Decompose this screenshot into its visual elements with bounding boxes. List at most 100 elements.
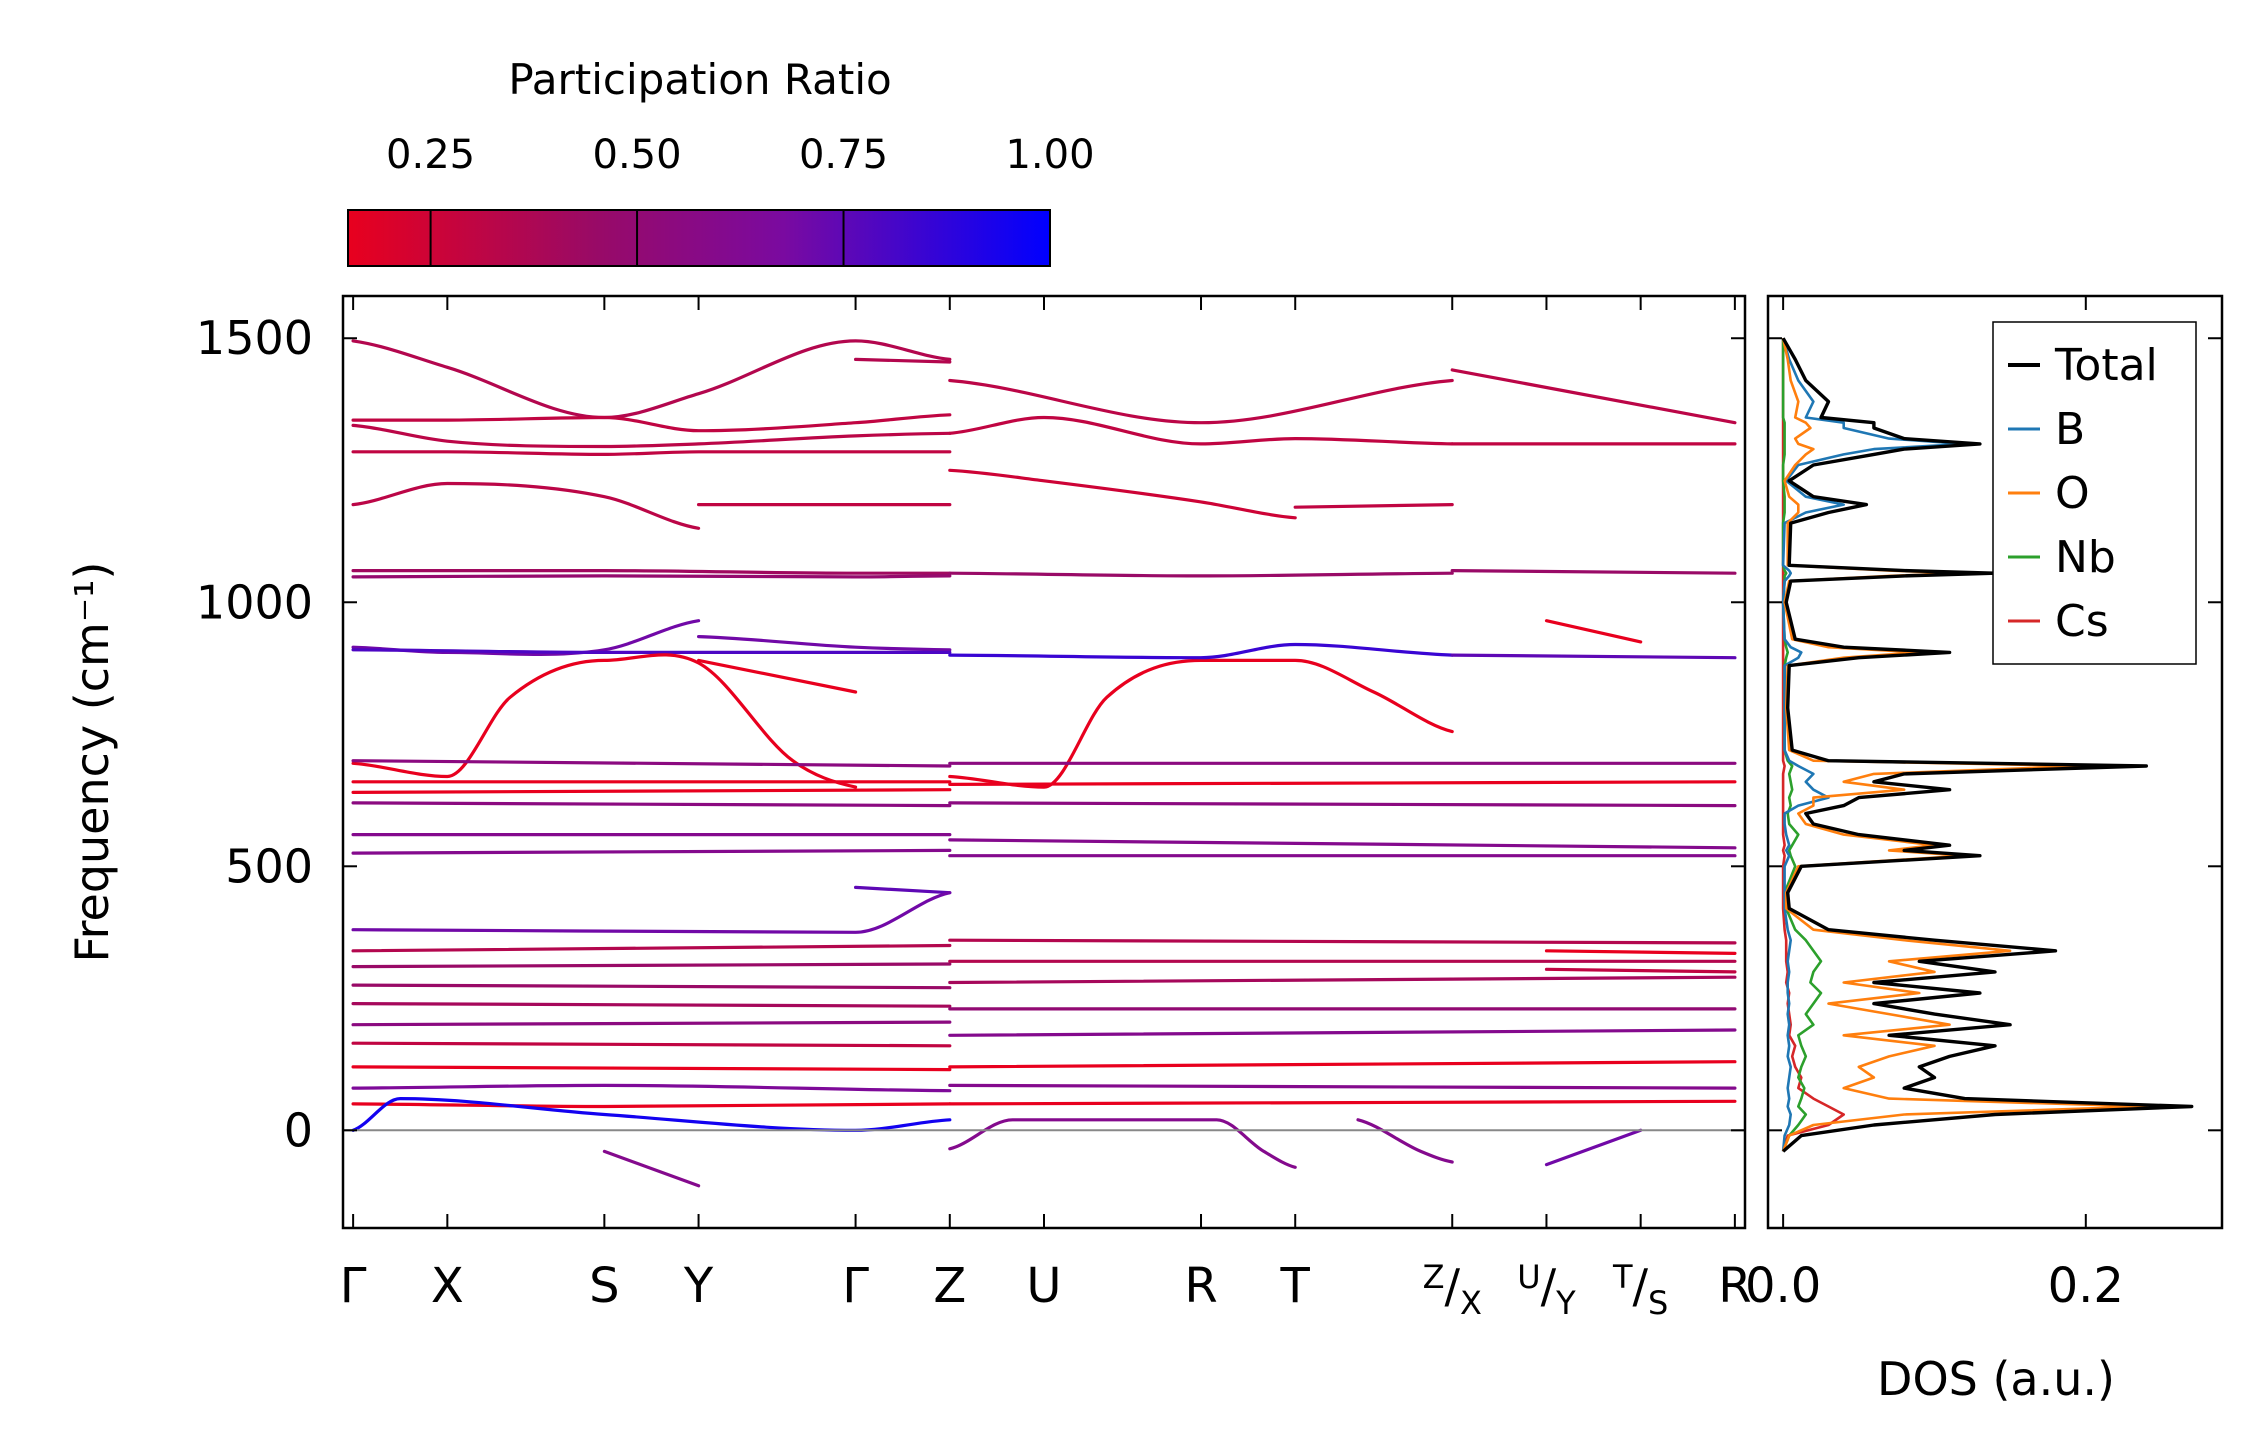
- high-symmetry-label: Γ: [842, 1258, 869, 1314]
- band-line: [351, 943, 952, 953]
- high-symmetry-label: R: [1184, 1258, 1217, 1314]
- y-tick-label: 1500: [196, 311, 313, 365]
- band-line: [351, 574, 952, 579]
- label-bottom: X: [1460, 1284, 1482, 1322]
- label-bottom: S: [1648, 1284, 1668, 1322]
- colorbar-ticks: 0.25 0.50 0.75 1.00: [386, 132, 1095, 266]
- colorbar-tick-label: 0.50: [593, 132, 682, 178]
- legend-items: Total BO Nb Cs: [2008, 340, 2158, 647]
- band-axis-ticks: [343, 296, 1745, 1228]
- colorbar-tick-label: 0.75: [799, 132, 888, 178]
- label-bottom: Y: [1555, 1284, 1576, 1322]
- band-line: [351, 983, 952, 990]
- band-line: [1450, 368, 1737, 425]
- label-top: T: [1612, 1258, 1633, 1296]
- colorbar-label: Participation Ratio: [508, 55, 891, 104]
- band-line: [948, 1060, 1737, 1069]
- label-slash: /: [1633, 1259, 1649, 1313]
- frequency-axis: 0 500 1000 1500: [196, 311, 313, 1157]
- high-symmetry-label: Z/X: [1423, 1258, 1482, 1322]
- band-line: [1450, 569, 1737, 575]
- band-line: [948, 838, 1737, 850]
- band-line: [351, 648, 952, 655]
- band-line: [1544, 1128, 1643, 1167]
- band-line: [351, 788, 952, 794]
- band-line: [351, 848, 952, 855]
- band-line: [351, 891, 952, 934]
- band-line: [1356, 1118, 1454, 1164]
- dos-x-axis: 0.0 0.2: [1745, 1258, 2124, 1314]
- high-symmetry-label: Γ: [340, 1258, 367, 1314]
- band-line: [602, 1149, 701, 1188]
- band-line: [351, 1065, 952, 1072]
- band-plot-frame: [341, 294, 1747, 1230]
- high-symmetry-axis: Γ X S Y Γ Z U R T Z/XU/YT/S R: [340, 1258, 1752, 1322]
- band-line: [351, 801, 952, 808]
- band-line: [948, 642, 1454, 660]
- band-line: [1544, 619, 1643, 644]
- band-line: [948, 938, 1737, 945]
- band-line: [854, 885, 952, 895]
- colorbar-tick-label: 1.00: [1005, 132, 1094, 178]
- band-line: [351, 568, 952, 575]
- dos-axis-label: DOS (a.u.): [1877, 1352, 2115, 1406]
- high-symmetry-label: U/Y: [1517, 1258, 1576, 1322]
- band-line: [351, 1102, 952, 1109]
- dos-line: [1781, 338, 1823, 1152]
- high-symmetry-label: T/S: [1612, 1258, 1668, 1322]
- band-line: [697, 658, 858, 694]
- y-tick-label: 0: [284, 1103, 313, 1157]
- band-line: [351, 1020, 952, 1027]
- band-lines: [351, 339, 1737, 1188]
- band-line: [948, 1099, 1737, 1106]
- legend-label: Nb: [2055, 532, 2116, 583]
- high-symmetry-label: R: [1718, 1258, 1751, 1314]
- high-symmetry-label: Y: [683, 1258, 714, 1314]
- label-slash: /: [1541, 1259, 1557, 1313]
- band-line: [854, 357, 952, 364]
- band-line: [351, 759, 952, 768]
- band-line: [351, 339, 952, 420]
- band-line: [351, 962, 952, 969]
- dos-lines: [1781, 337, 2194, 1153]
- legend-label: B: [2055, 404, 2085, 455]
- dos-legend: Total BO Nb Cs: [1992, 321, 2197, 665]
- band-line: [948, 1083, 1737, 1090]
- band-line: [948, 780, 1737, 786]
- colorbar-gradient: [347, 209, 1051, 267]
- band-line: [697, 635, 952, 652]
- band-line: [948, 468, 1297, 520]
- band-line: [1544, 949, 1737, 955]
- high-symmetry-label: Z: [933, 1258, 966, 1314]
- dos-line: [1781, 337, 2148, 1152]
- band-line: [948, 801, 1737, 808]
- y-tick-label: 1000: [196, 575, 313, 629]
- dos-line: [1781, 337, 1966, 1152]
- high-symmetry-label: U: [1026, 1258, 1061, 1314]
- band-line: [1293, 503, 1454, 509]
- y-tick-label: 500: [225, 839, 313, 893]
- band-line: [351, 1083, 952, 1093]
- high-symmetry-label: T: [1280, 1258, 1311, 1314]
- legend-label: O: [2055, 468, 2090, 519]
- colorbar: Participation Ratio 0.25 0.50 0.75 1.00: [347, 55, 1095, 267]
- label-top: U: [1517, 1258, 1540, 1296]
- band-line: [948, 415, 1454, 446]
- band-line: [948, 571, 1454, 578]
- label-slash: /: [1444, 1259, 1460, 1313]
- legend-label: Cs: [2055, 596, 2109, 647]
- colorbar-tick-label: 0.25: [386, 132, 475, 178]
- band-line: [948, 975, 1737, 985]
- band-line: [351, 1002, 952, 1008]
- band-line: [948, 1118, 1297, 1169]
- dos-axis-ticks: [1768, 296, 2222, 1228]
- high-symmetry-label: S: [589, 1258, 619, 1314]
- band-line: [351, 423, 952, 449]
- band-line: [351, 481, 701, 530]
- band-line: [351, 653, 858, 789]
- band-line: [948, 378, 1454, 425]
- legend-label: Total: [2054, 340, 2158, 391]
- band-line: [351, 413, 952, 433]
